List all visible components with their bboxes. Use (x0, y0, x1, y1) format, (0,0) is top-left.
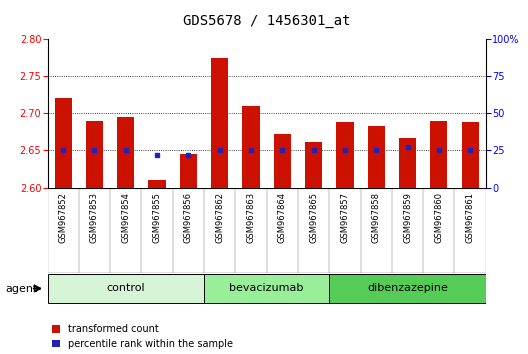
Text: GSM967860: GSM967860 (435, 192, 444, 243)
Text: GSM967858: GSM967858 (372, 192, 381, 243)
Bar (367, 126, 385, 188)
Text: bevacizumab: bevacizumab (230, 283, 304, 293)
Bar (204, 274, 329, 303)
Bar (110, 188, 142, 273)
Legend: transformed count, percentile rank within the sample: transformed count, percentile rank withi… (52, 324, 233, 349)
Bar (267, 188, 298, 273)
Bar (235, 188, 267, 273)
Bar (423, 188, 455, 273)
Bar (242, 106, 260, 188)
Bar (117, 117, 135, 188)
Text: GSM967854: GSM967854 (121, 192, 130, 243)
Bar (48, 188, 79, 273)
Text: GSM967862: GSM967862 (215, 192, 224, 243)
Text: dibenzazepine: dibenzazepine (367, 283, 448, 293)
Bar (455, 188, 486, 273)
Bar (298, 188, 329, 273)
Text: GDS5678 / 1456301_at: GDS5678 / 1456301_at (183, 14, 351, 28)
Bar (79, 188, 110, 273)
Bar (173, 188, 204, 273)
Text: GSM967863: GSM967863 (247, 192, 256, 243)
Bar (329, 274, 486, 303)
Text: GSM967864: GSM967864 (278, 192, 287, 243)
Text: agent: agent (5, 284, 37, 293)
Bar (204, 188, 235, 273)
Bar (336, 122, 354, 188)
Bar (274, 134, 291, 188)
Bar (54, 98, 72, 188)
Text: GSM967855: GSM967855 (153, 192, 162, 243)
Text: control: control (107, 283, 145, 293)
Text: GSM967856: GSM967856 (184, 192, 193, 243)
Bar (180, 154, 197, 188)
Text: GSM967853: GSM967853 (90, 192, 99, 243)
Text: GSM967857: GSM967857 (341, 192, 350, 243)
Bar (399, 138, 416, 188)
Bar (461, 122, 479, 188)
Text: GSM967852: GSM967852 (59, 192, 68, 243)
Bar (430, 121, 447, 188)
Bar (211, 58, 228, 188)
Text: GSM967859: GSM967859 (403, 192, 412, 243)
Text: GSM967861: GSM967861 (466, 192, 475, 243)
Bar (148, 180, 166, 188)
Bar (305, 142, 322, 188)
Bar (329, 188, 361, 273)
Bar (142, 188, 173, 273)
Bar (48, 274, 204, 303)
Text: GSM967865: GSM967865 (309, 192, 318, 243)
Bar (86, 121, 103, 188)
Bar (392, 188, 423, 273)
Bar (361, 188, 392, 273)
